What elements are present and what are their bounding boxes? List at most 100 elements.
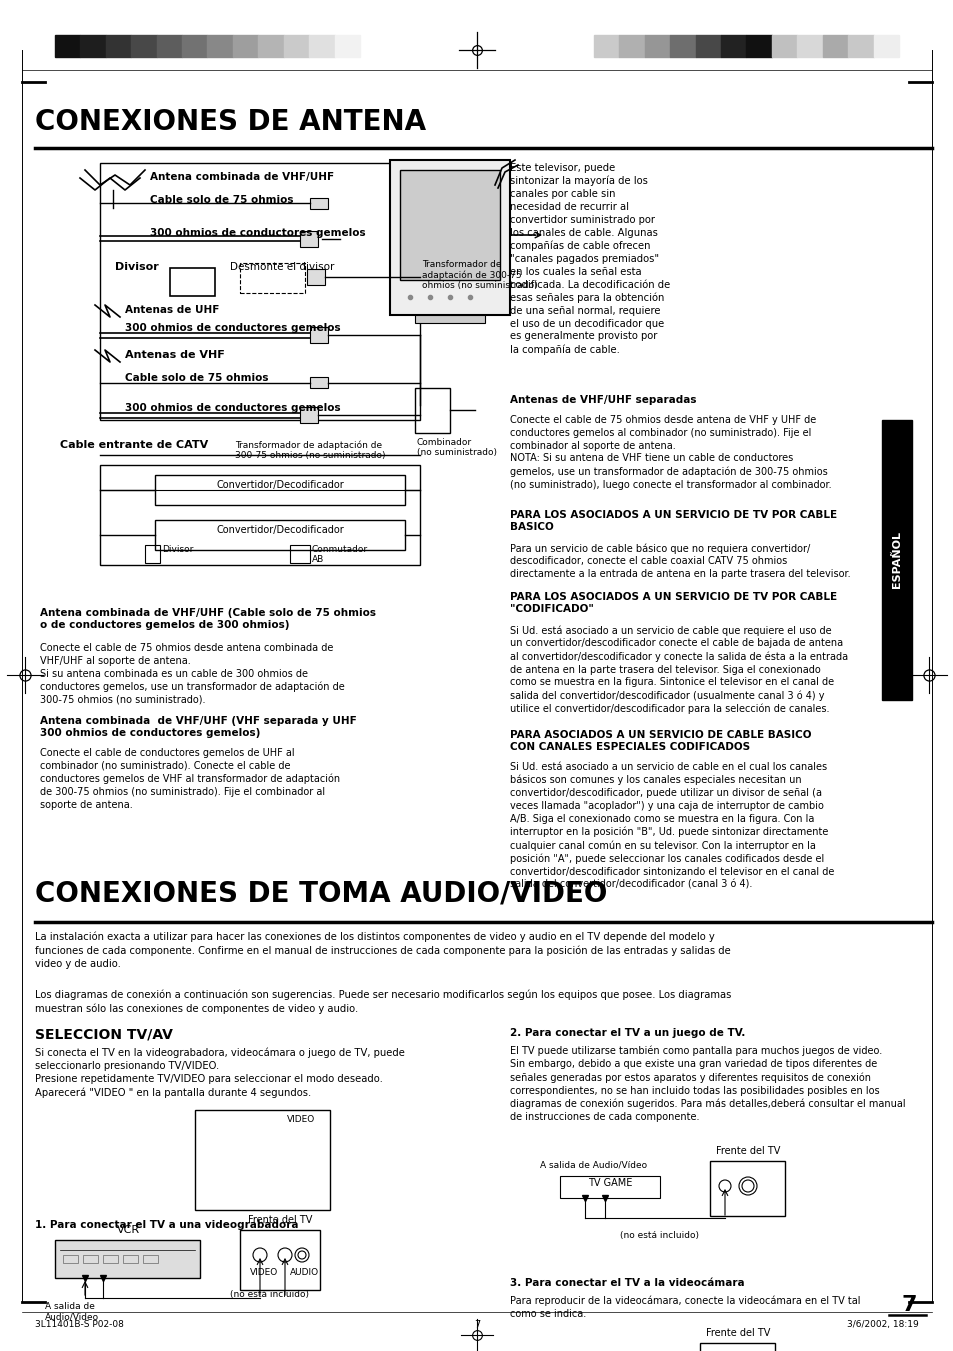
Bar <box>559 1175 659 1198</box>
Text: VIDEO: VIDEO <box>250 1269 278 1277</box>
Text: Conecte el cable de conductores gemelos de UHF al
combinador (no suministrado). : Conecte el cable de conductores gemelos … <box>40 748 340 809</box>
Text: La instalación exacta a utilizar para hacer las conexiones de los distintos comp: La instalación exacta a utilizar para ha… <box>35 932 730 969</box>
Bar <box>594 35 618 57</box>
Text: A salida de Audio/Vídeo: A salida de Audio/Vídeo <box>539 1161 646 1170</box>
Bar <box>709 1161 784 1216</box>
Text: 2. Para conectar el TV a un juego de TV.: 2. Para conectar el TV a un juego de TV. <box>510 1028 744 1038</box>
Text: Si Ud. está asociado a un servicio de cable en el cual los canales
básicos son c: Si Ud. está asociado a un servicio de ca… <box>510 762 834 890</box>
Bar <box>299 407 317 423</box>
Text: Combinador
(no suministrado): Combinador (no suministrado) <box>416 438 497 458</box>
Text: Divisor: Divisor <box>115 262 158 272</box>
Text: Cable entrante de CATV: Cable entrante de CATV <box>60 440 208 450</box>
Text: Transformador de
adaptación de 300-75
ohmios (no suministrado): Transformador de adaptación de 300-75 oh… <box>421 259 537 290</box>
Text: 7: 7 <box>474 1320 479 1329</box>
Bar <box>618 35 644 57</box>
Bar <box>873 35 898 57</box>
Text: (no está incluido): (no está incluido) <box>230 1290 309 1300</box>
Text: (no está incluido): (no está incluido) <box>619 1231 699 1240</box>
Text: Para un servicio de cable básico que no requiera convertidor/
descodificador, co: Para un servicio de cable básico que no … <box>510 543 850 580</box>
Bar <box>194 1111 330 1210</box>
Text: El TV puede utilizarse también como pantalla para muchos juegos de video.
Sin em: El TV puede utilizarse también como pant… <box>510 1046 904 1121</box>
Text: Desmonte el divisor: Desmonte el divisor <box>230 262 334 272</box>
Bar <box>283 35 309 57</box>
Bar <box>415 315 484 323</box>
Text: TV GAME: TV GAME <box>587 1178 632 1188</box>
Bar <box>258 35 283 57</box>
Bar <box>644 35 670 57</box>
Text: Convertidor/Decodificador: Convertidor/Decodificador <box>216 480 343 490</box>
Bar <box>83 1255 98 1263</box>
Text: AUDIO: AUDIO <box>290 1269 319 1277</box>
Text: 3/6/2002, 18:19: 3/6/2002, 18:19 <box>846 1320 918 1329</box>
Text: 300 ohmios de conductores gemelos: 300 ohmios de conductores gemelos <box>150 228 365 238</box>
Text: Conecte el cable de 75 ohmios desde antena de VHF y UHF de
conductores gemelos a: Conecte el cable de 75 ohmios desde ante… <box>510 415 831 489</box>
Bar <box>797 35 821 57</box>
Text: Este televisor, puede
sintonizar la mayoría de los
canales por cable sin
necesid: Este televisor, puede sintonizar la mayo… <box>510 163 670 355</box>
Text: Antenas de UHF: Antenas de UHF <box>125 305 219 315</box>
Text: 1. Para conectar el TV a una videograbadora: 1. Para conectar el TV a una videograbad… <box>35 1220 298 1229</box>
Text: 7: 7 <box>901 1296 916 1315</box>
Text: Transformador de adaptación de
300-75 ohmios (no suministrado): Transformador de adaptación de 300-75 oh… <box>234 440 385 459</box>
Bar <box>771 35 797 57</box>
Text: 3L11401B-S P02-08: 3L11401B-S P02-08 <box>35 1320 124 1329</box>
Text: A salida de
Audio/Video: A salida de Audio/Video <box>45 1302 99 1321</box>
Text: Antena combinada de VHF/UHF: Antena combinada de VHF/UHF <box>150 172 334 182</box>
Text: Antena combinada de VHF/UHF (Cable solo de 75 ohmios
o de conductores gemelos de: Antena combinada de VHF/UHF (Cable solo … <box>40 608 375 630</box>
Bar <box>700 1343 774 1351</box>
Bar <box>233 35 258 57</box>
Bar <box>390 159 510 315</box>
Bar <box>240 263 305 293</box>
Bar <box>310 327 328 343</box>
Text: SELECCION TV/AV: SELECCION TV/AV <box>35 1028 172 1042</box>
Text: Antenas de VHF: Antenas de VHF <box>125 350 225 359</box>
Bar <box>132 35 156 57</box>
Text: PARA LOS ASOCIADOS A UN SERVICIO DE TV POR CABLE
"CODIFICADO": PARA LOS ASOCIADOS A UN SERVICIO DE TV P… <box>510 592 836 613</box>
Text: Frente del TV: Frente del TV <box>715 1146 780 1156</box>
Text: Si Ud. está asociado a un servicio de cable que requiere el uso de
un convertido: Si Ud. está asociado a un servicio de ca… <box>510 626 847 715</box>
Bar <box>154 476 405 505</box>
Bar <box>208 35 233 57</box>
Text: Frente del TV: Frente del TV <box>248 1215 312 1225</box>
Bar <box>821 35 847 57</box>
Bar <box>720 35 745 57</box>
Text: 300 ohmios de conductores gemelos: 300 ohmios de conductores gemelos <box>125 323 340 332</box>
Text: PARA LOS ASOCIADOS A UN SERVICIO DE TV POR CABLE
BASICO: PARA LOS ASOCIADOS A UN SERVICIO DE TV P… <box>510 509 836 531</box>
Bar <box>847 35 873 57</box>
Bar <box>290 544 310 563</box>
Text: CONEXIONES DE TOMA AUDIO/VIDEO: CONEXIONES DE TOMA AUDIO/VIDEO <box>35 880 607 908</box>
Bar <box>309 35 335 57</box>
Bar <box>55 1240 200 1278</box>
Text: Antenas de VHF/UHF separadas: Antenas de VHF/UHF separadas <box>510 394 696 405</box>
Bar <box>745 35 771 57</box>
Text: Frente del TV: Frente del TV <box>705 1328 769 1337</box>
Bar <box>695 35 720 57</box>
Bar <box>882 420 911 700</box>
Text: Convertidor/Decodificador: Convertidor/Decodificador <box>216 526 343 535</box>
Bar <box>103 1255 118 1263</box>
Text: 300 ohmios de conductores gemelos: 300 ohmios de conductores gemelos <box>125 403 340 413</box>
Bar <box>143 1255 158 1263</box>
Bar <box>310 199 328 209</box>
Bar <box>399 170 499 280</box>
Text: ESPAÑOL: ESPAÑOL <box>891 531 902 589</box>
Text: Conecte el cable de 75 ohmios desde antena combinada de
VHF/UHF al soporte de an: Conecte el cable de 75 ohmios desde ante… <box>40 643 344 705</box>
Bar <box>55 35 80 57</box>
Text: Divisor: Divisor <box>162 544 193 554</box>
Text: CONEXIONES DE ANTENA: CONEXIONES DE ANTENA <box>35 108 426 136</box>
Bar <box>80 35 106 57</box>
Text: VCR: VCR <box>116 1225 139 1235</box>
Text: PARA ASOCIADOS A UN SERVICIO DE CABLE BASICO
CON CANALES ESPECIALES CODIFICADOS: PARA ASOCIADOS A UN SERVICIO DE CABLE BA… <box>510 730 811 751</box>
Text: Antena combinada  de VHF/UHF (VHF separada y UHF
300 ohmios de conductores gemel: Antena combinada de VHF/UHF (VHF separad… <box>40 716 356 738</box>
Bar <box>170 267 214 296</box>
Bar <box>240 1229 319 1290</box>
Text: Para reproducir de la videocámara, conecte la videocámara en el TV tal
como se i: Para reproducir de la videocámara, conec… <box>510 1296 860 1320</box>
Text: Si conecta el TV en la videograbadora, videocámara o juego de TV, puede
seleccio: Si conecta el TV en la videograbadora, v… <box>35 1048 404 1097</box>
Bar <box>335 35 359 57</box>
Text: 3. Para conectar el TV a la videocámara: 3. Para conectar el TV a la videocámara <box>510 1278 744 1288</box>
Text: Cable solo de 75 ohmios: Cable solo de 75 ohmios <box>125 373 268 382</box>
Bar <box>100 163 419 420</box>
Text: Cable solo de 75 ohmios: Cable solo de 75 ohmios <box>150 195 294 205</box>
Bar <box>670 35 695 57</box>
Bar <box>154 520 405 550</box>
Bar <box>123 1255 138 1263</box>
